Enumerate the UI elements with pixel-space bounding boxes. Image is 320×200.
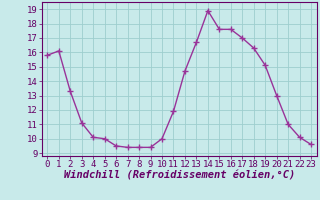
X-axis label: Windchill (Refroidissement éolien,°C): Windchill (Refroidissement éolien,°C) xyxy=(64,171,295,181)
